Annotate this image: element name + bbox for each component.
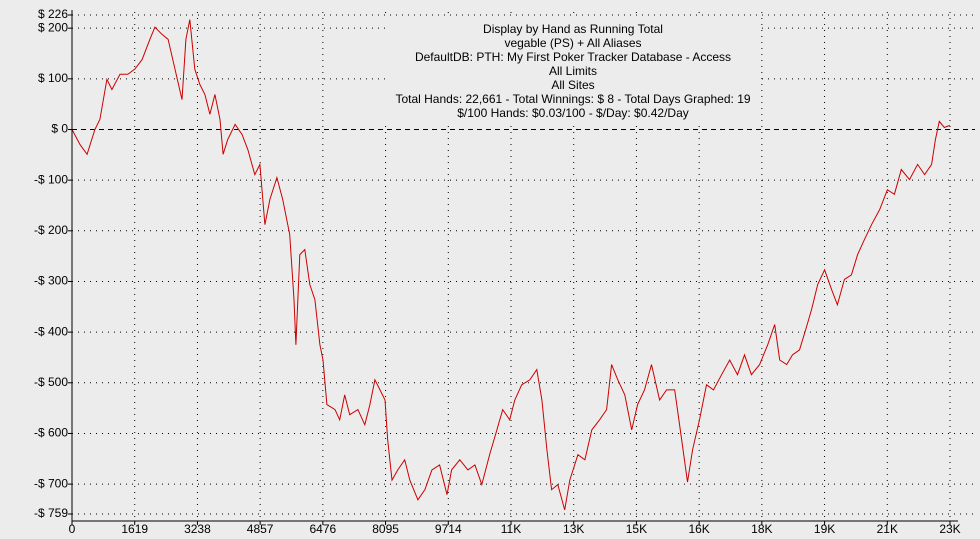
x-tick-label: 1619: [121, 522, 148, 536]
y-tick-label: -$ 100: [34, 172, 68, 186]
x-tick-label: 4857: [247, 522, 274, 536]
x-tick-label: 0: [69, 522, 76, 536]
y-tick-label: -$ 200: [34, 223, 68, 237]
chart-subtitle: Total Hands: 22,661 - Total Winnings: $ …: [395, 92, 750, 106]
chart-subtitle: vegable (PS) + All Aliases: [504, 36, 641, 50]
chart-subtitle: All Sites: [551, 78, 594, 92]
titles: Display by Hand as Running Total vegable…: [395, 22, 750, 120]
x-tick-label: 19K: [814, 522, 835, 536]
x-tick-label: 8095: [372, 522, 399, 536]
chart-title: Display by Hand as Running Total: [483, 22, 663, 36]
y-tick-label: -$ 600: [34, 426, 68, 440]
y-tick-label: -$ 300: [34, 274, 68, 288]
title-box: [385, 18, 761, 122]
line: [71, 19, 950, 511]
x-tick-label: 3238: [184, 522, 211, 536]
x-tick-label: 15K: [626, 522, 647, 536]
axes: $ 226$ 200 $ 100 $ 0 -$ 100 -$ 200 -$ 300 -$ 4…: [34, 7, 961, 536]
chart-subtitle: DefaultDB: PTH: My First Poker Tracker D…: [415, 50, 731, 64]
x-tick-label: 23K: [939, 522, 960, 536]
y-tick-label: -$ 500: [34, 375, 68, 389]
plot: [71, 19, 950, 511]
chart-subtitle: All Limits: [549, 64, 597, 78]
x-tick-label: 21K: [877, 522, 898, 536]
x-tick-label: 13K: [563, 522, 584, 536]
x-tick-label: 16K: [688, 522, 709, 536]
x-tick-label: 9714: [435, 522, 462, 536]
y-tick-label: $ 0: [51, 122, 68, 136]
y-tick-label: $ 226: [38, 7, 68, 21]
chart-subtitle: $/100 Hands: $0.03/100 - $/Day: $0.42/Da…: [457, 106, 689, 120]
y-tick-label: -$ 700: [34, 476, 68, 490]
y-tick-label: -$ 400: [34, 324, 68, 338]
x-tick-label: 6476: [310, 522, 337, 536]
y-tick-label: -$ 759: [34, 506, 68, 520]
x-tick-label: 11K: [501, 522, 521, 536]
y-tick-label: $ 200: [38, 20, 68, 34]
y-tick-label: $ 100: [38, 71, 68, 85]
x-tick-label: 18K: [751, 522, 772, 536]
